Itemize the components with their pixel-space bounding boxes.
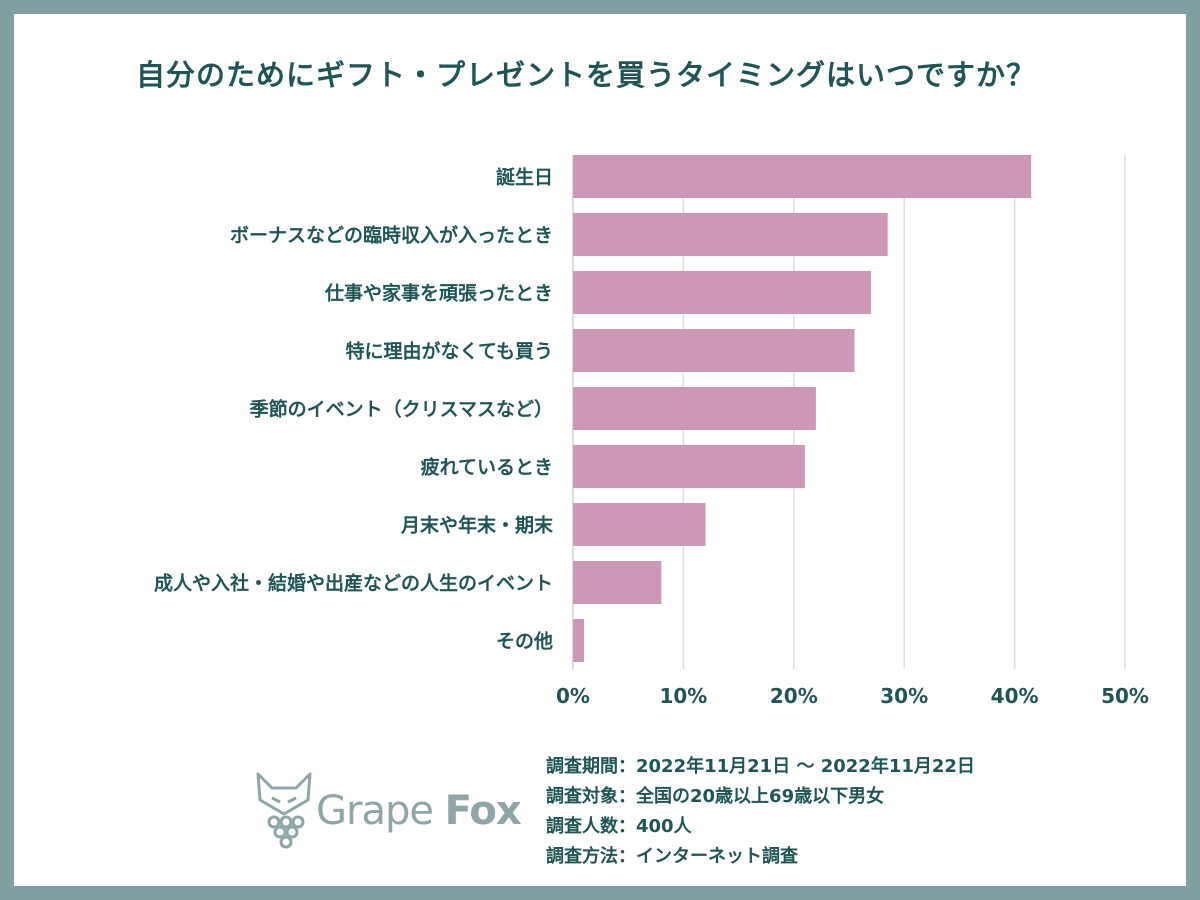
logo-word-fox: Fox [444,788,522,834]
bar [573,155,1032,198]
bar [573,619,585,662]
category-label: 仕事や家事を頑張ったとき [324,282,553,305]
bar [573,561,662,604]
grapefox-logo-icon [252,770,316,854]
category-label: 季節のイベント（クリスマスなど） [250,398,553,421]
survey-info: 調査期間：2022年11月21日 〜 2022年11月22日 調査対象：全国の2… [546,752,975,872]
category-label: ボーナスなどの臨時収入が入ったとき [230,224,553,247]
x-tick-label: 40% [991,684,1039,708]
x-tick-label: 30% [880,684,928,708]
x-tick-label: 20% [770,684,818,708]
bar [573,445,805,488]
survey-count: 調査人数：400人 [546,816,692,837]
x-tick-label: 10% [659,684,707,708]
bar [573,387,816,430]
x-tick-label: 0% [556,684,590,708]
logo-word-grape: Grape [316,788,434,834]
category-label: その他 [496,630,553,653]
category-label: 疲れているとき [421,456,553,479]
bar [573,271,872,314]
logo-wordmark: Grape Fox [316,788,522,834]
bar [573,503,706,546]
x-tick-label: 50% [1101,684,1149,708]
bar [573,329,855,372]
survey-method: 調査方法：インターネット調査 [546,846,798,867]
category-label: 特に理由がなくても買う [346,340,553,363]
survey-period: 調査期間：2022年11月21日 〜 2022年11月22日 [546,756,975,777]
category-label: 成人や入社・結婚や出産などの人生のイベント [154,572,553,595]
chart-title: 自分のためにギフト・プレゼントを買うタイミングはいつですか？ [135,58,1036,92]
category-label: 誕生日 [496,166,553,189]
survey-target: 調査対象：全国の20歳以上69歳以下男女 [546,786,885,807]
bar [573,213,888,256]
category-label: 月末や年末・期末 [400,514,554,537]
